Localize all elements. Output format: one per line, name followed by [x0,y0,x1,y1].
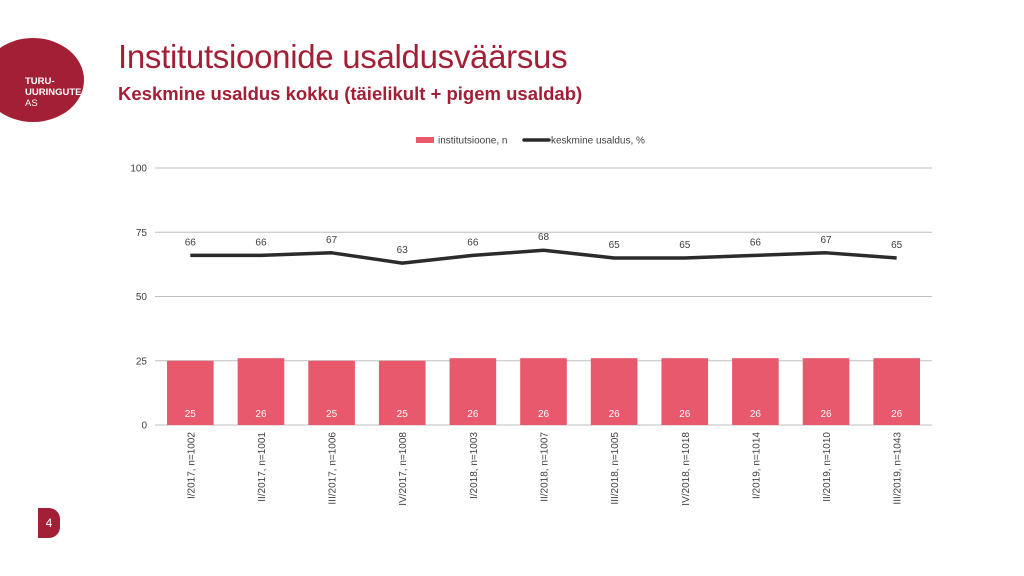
line-data-label: 66 [255,237,267,248]
logo-line-2: UURINGUTE [25,87,82,98]
legend-swatch-bar [416,137,434,143]
logo-text: TURU- UURINGUTE AS [25,76,81,109]
bar [590,358,638,425]
line-data-label: 65 [609,240,621,251]
x-tick-label: IV/2018, n=1018 [681,432,692,506]
bar [308,360,355,425]
bar-data-label: 26 [538,409,550,420]
y-tick-label: 100 [130,164,147,175]
line-data-label: 68 [538,232,550,243]
bar [661,358,709,425]
bar [520,358,567,425]
line-data-label: 66 [467,237,479,248]
y-tick-label: 25 [136,356,148,367]
page-title: Institutsioonide usaldusväärsus [118,38,568,75]
bar-data-label: 26 [820,409,832,420]
x-tick-label: I/2018, n=1003 [469,432,480,499]
bar-data-label: 25 [326,409,338,420]
bar [378,360,426,425]
logo-line-1: TURU- [25,76,55,87]
line-data-label: 66 [750,237,762,248]
x-tick-label: I/2019, n=1014 [751,432,762,499]
y-tick-label: 75 [136,228,148,239]
bar-data-label: 26 [255,409,267,420]
bar-data-label: 26 [679,409,691,420]
x-tick-label: III/2019, n=1043 [893,432,904,505]
bar-data-label: 26 [891,409,903,420]
bar-data-label: 25 [397,409,409,420]
x-tick-label: III/2018, n=1005 [610,432,621,505]
legend-label-line: keskmine usaldus, % [551,136,645,147]
bar [237,358,285,425]
bar-data-label: 26 [750,409,762,420]
bar-data-label: 25 [185,409,197,420]
x-tick-label: II/2017, n=1001 [257,432,268,502]
bar [802,358,850,425]
x-tick-label: II/2018, n=1007 [540,432,551,502]
line-data-label: 67 [326,235,338,246]
legend-label-bar: institutsioone, n [438,136,508,147]
bar [732,358,779,425]
bar-data-label: 26 [467,409,479,420]
y-tick-label: 0 [141,421,147,432]
bar [449,358,497,425]
y-tick-label: 50 [136,292,148,303]
line-data-label: 63 [397,245,409,256]
bar [873,358,920,425]
company-logo [0,38,84,122]
page-subtitle: Keskmine usaldus kokku (täielikult + pig… [118,83,583,104]
page-number: 4 [38,508,60,538]
x-tick-label: IV/2017, n=1008 [398,432,409,506]
bar-data-label: 26 [609,409,621,420]
x-tick-label: I/2017, n=1002 [186,432,197,499]
line-data-label: 65 [679,240,691,251]
x-tick-label: III/2017, n=1006 [328,432,339,505]
logo-line-3: AS [25,98,38,109]
bar [167,360,214,425]
line-series [190,248,897,265]
line-data-label: 66 [185,237,197,248]
line-data-label: 67 [820,235,832,246]
line-data-label: 65 [891,240,903,251]
x-tick-label: II/2019, n=1010 [822,432,833,502]
